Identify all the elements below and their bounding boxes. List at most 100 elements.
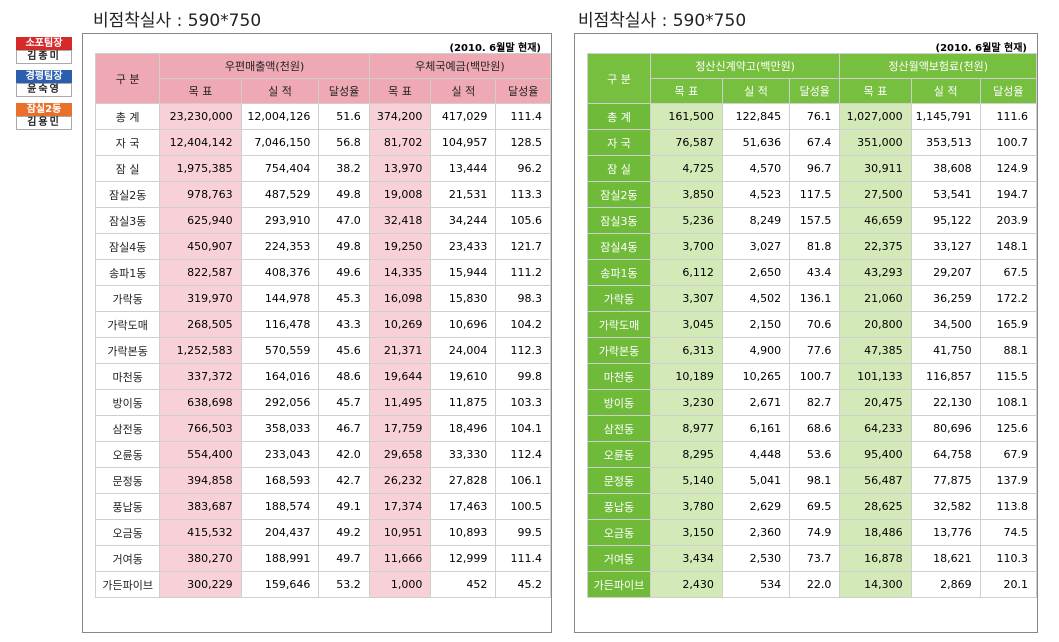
table-cell: 32,582 <box>910 493 981 520</box>
row-label: 송파1동 <box>587 259 651 286</box>
group-header: 정산신계약고(백만원) <box>649 53 841 79</box>
table-cell: 73.7 <box>789 545 841 572</box>
table-cell: 383,687 <box>159 493 242 520</box>
table-cell: 17,374 <box>368 493 432 520</box>
table-cell: 165.9 <box>979 311 1038 338</box>
table-cell: 5,041 <box>721 467 791 494</box>
column-header: 목 표 <box>839 78 912 104</box>
table-cell: 293,910 <box>240 207 320 234</box>
table-cell: 104.1 <box>495 415 551 442</box>
table-cell: 10,269 <box>368 311 432 338</box>
table-cell: 8,977 <box>649 415 723 442</box>
table-cell: 29,658 <box>368 441 432 468</box>
table-cell: 148.1 <box>979 233 1038 260</box>
table-cell: 49.1 <box>318 493 370 520</box>
header-row: 구 분 정산신계약고(백만원) 정산월액보험료(천원) <box>587 53 1037 104</box>
table-cell: 2,629 <box>721 493 791 520</box>
table-cell: 161,500 <box>649 103 723 130</box>
row-label: 잠실4동 <box>587 233 651 260</box>
table-cell: 51,636 <box>721 129 791 156</box>
table-cell: 104,957 <box>430 129 497 156</box>
row-label: 마천동 <box>94 363 161 390</box>
table-cell: 67.5 <box>979 259 1038 286</box>
table-cell: 47.0 <box>318 207 370 234</box>
table-cell: 3,150 <box>649 519 723 546</box>
table-cell: 27,500 <box>839 181 912 208</box>
row-label: 가락본동 <box>587 337 651 364</box>
row-label: 풍납동 <box>587 493 651 520</box>
table-cell: 121.7 <box>495 233 551 260</box>
table-cell: 81,702 <box>368 129 432 156</box>
table-cell: 111.2 <box>495 259 551 286</box>
table-row: 오금동 415,532 204,437 49.2 10,951 10,893 99.5 <box>94 519 551 546</box>
table-cell: 319,970 <box>159 285 242 312</box>
table-cell: 13,970 <box>368 155 432 182</box>
table-cell: 49.8 <box>318 233 370 260</box>
table-cell: 3,230 <box>649 389 723 416</box>
table-cell: 22.0 <box>789 571 841 598</box>
table-cell: 105.6 <box>495 207 551 234</box>
table-row: 잠실3동 625,940 293,910 47.0 32,418 34,244 105.6 <box>94 207 551 234</box>
table-cell: 49.8 <box>318 181 370 208</box>
right-panel: (2010. 6월말 현재) 구 분 정산신계약고(백만원) 정산월액보험료(천원)… <box>574 33 1038 633</box>
table-cell: 106.1 <box>495 467 551 494</box>
row-label: 가락본동 <box>94 337 161 364</box>
column-header: 실 적 <box>721 78 791 104</box>
table-row: 문정동 5,140 5,041 98.1 56,487 77,875 137.9 <box>587 467 1038 494</box>
row-label: 잠실2동 <box>94 181 161 208</box>
table-cell: 20.1 <box>979 571 1038 598</box>
table-cell: 33,330 <box>430 441 497 468</box>
table-cell: 19,250 <box>368 233 432 260</box>
table-row: 가락본동 1,252,583 570,559 45.6 21,371 24,004 112.… <box>94 337 551 364</box>
row-label: 문정동 <box>94 467 161 494</box>
table-row: 오륜동 554,400 233,043 42.0 29,658 33,330 112.4 <box>94 441 551 468</box>
table-cell: 24,004 <box>430 337 497 364</box>
table-cell: 99.8 <box>495 363 551 390</box>
table-cell: 300,229 <box>159 571 242 598</box>
table-cell: 8,249 <box>721 207 791 234</box>
column-header: 목 표 <box>368 78 432 104</box>
table-cell: 13,776 <box>910 519 981 546</box>
group-header: 우체국예금(백만원) <box>368 53 552 79</box>
table-cell: 67.4 <box>789 129 841 156</box>
row-label: 오금동 <box>587 519 651 546</box>
table-cell: 10,696 <box>430 311 497 338</box>
table-cell: 82.7 <box>789 389 841 416</box>
table-cell: 23,230,000 <box>159 103 242 130</box>
table-cell: 415,532 <box>159 519 242 546</box>
table-row: 자 국 12,404,142 7,046,150 56.8 81,702 104,957 1… <box>94 129 551 156</box>
table-cell: 56.8 <box>318 129 370 156</box>
table-row: 잠실2동 3,850 4,523 117.5 27,500 53,541 194.7 <box>587 181 1038 208</box>
table-cell: 3,700 <box>649 233 723 260</box>
as-of-date: (2010. 6월말 현재) <box>449 43 542 54</box>
table-cell: 42.0 <box>318 441 370 468</box>
table-cell: 98.3 <box>495 285 551 312</box>
table-cell: 754,404 <box>240 155 320 182</box>
table-cell: 46,659 <box>839 207 912 234</box>
table-cell: 23,433 <box>430 233 497 260</box>
table-cell: 12,004,126 <box>240 103 320 130</box>
table-cell: 4,570 <box>721 155 791 182</box>
table-cell: 81.8 <box>789 233 841 260</box>
table-row: 거여동 3,434 2,530 73.7 16,878 18,621 110.3 <box>587 545 1038 572</box>
table-cell: 4,448 <box>721 441 791 468</box>
table-cell: 45.6 <box>318 337 370 364</box>
table-cell: 53.6 <box>789 441 841 468</box>
table-cell: 164,016 <box>240 363 320 390</box>
table-cell: 3,434 <box>649 545 723 572</box>
table-cell: 3,307 <box>649 285 723 312</box>
table-cell: 1,145,791 <box>910 103 981 130</box>
table-cell: 48.6 <box>318 363 370 390</box>
column-header: 달성율 <box>495 78 551 104</box>
table-cell: 137.9 <box>979 467 1038 494</box>
table-cell: 69.5 <box>789 493 841 520</box>
table-cell: 570,559 <box>240 337 320 364</box>
table-cell: 14,300 <box>839 571 912 598</box>
row-label: 문정동 <box>587 467 651 494</box>
table-cell: 21,060 <box>839 285 912 312</box>
table-cell: 38.2 <box>318 155 370 182</box>
row-label: 자 국 <box>94 129 161 156</box>
table-cell: 15,944 <box>430 259 497 286</box>
